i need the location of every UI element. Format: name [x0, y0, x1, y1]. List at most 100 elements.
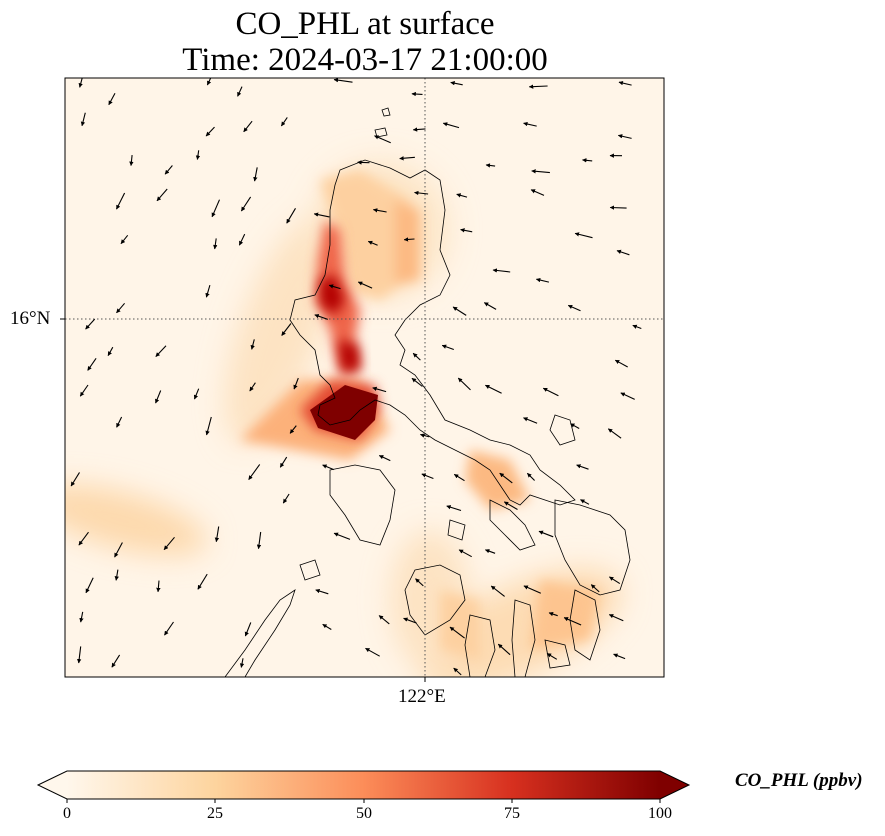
- wind-arrow: [279, 456, 288, 468]
- wind-arrow: [616, 249, 630, 256]
- wind-arrow: [453, 473, 465, 482]
- map-title-line1: CO_PHL at surface: [235, 6, 495, 42]
- wind-arrow: [546, 653, 558, 660]
- wind-arrow: [213, 238, 218, 250]
- wind-arrow: [85, 318, 96, 330]
- wind-arrow: [414, 190, 429, 196]
- wind-arrow: [378, 615, 390, 625]
- wind-arrow: [399, 156, 415, 161]
- wind-arrow: [249, 382, 256, 392]
- wind-arrow: [76, 646, 82, 664]
- wind-arrow: [421, 473, 434, 480]
- wind-arrow: [563, 617, 582, 626]
- coastline-batanes: [381, 107, 391, 117]
- wind-arrow: [497, 643, 511, 656]
- wind-arrow: [129, 155, 134, 167]
- wind-arrow: [282, 493, 290, 504]
- wind-arrow: [214, 526, 220, 543]
- wind-arrow: [485, 384, 502, 394]
- wind-arrow: [503, 501, 518, 510]
- wind-arrow: [460, 228, 473, 233]
- wind-arrow: [403, 237, 415, 242]
- wind-arrow: [458, 549, 472, 558]
- wind-arrow: [286, 208, 296, 224]
- wind-arrow: [618, 80, 632, 86]
- wind-arrow: [293, 377, 299, 390]
- wind-arrow: [111, 654, 121, 668]
- wind-arrow: [378, 455, 391, 462]
- wind-arrow: [114, 542, 123, 558]
- wind-arrow: [333, 78, 353, 83]
- coastline-babuyan: [374, 127, 388, 138]
- wind-arrow: [238, 233, 246, 246]
- wind-arrow: [483, 302, 497, 310]
- wind-arrow: [450, 81, 463, 86]
- coastline-calamian: [299, 559, 321, 581]
- wind-arrow: [155, 345, 167, 357]
- wind-arrow: [367, 240, 378, 246]
- wind-arrow: [531, 169, 550, 174]
- wind-arrow: [446, 505, 462, 512]
- wind-arrow: [449, 626, 465, 639]
- wind-arrow: [205, 284, 211, 298]
- wind-arrow: [281, 323, 292, 336]
- colorbar-tick-75: 75: [504, 805, 520, 822]
- wind-arrow: [570, 423, 580, 429]
- wind-arrow: [85, 577, 94, 594]
- wind-arrow: [415, 578, 424, 587]
- wind-arrow: [155, 390, 162, 404]
- wind-arrow: [164, 165, 173, 175]
- wind-arrow: [315, 588, 329, 595]
- wind-arrow: [314, 314, 328, 320]
- wind-arrow: [357, 281, 373, 289]
- wind-arrow: [114, 569, 119, 581]
- wind-arrow: [205, 126, 215, 137]
- wind-arrow: [253, 167, 258, 182]
- wind-arrow: [78, 78, 83, 88]
- wind-arrow: [107, 346, 114, 356]
- wind-arrow: [237, 86, 243, 97]
- wind-arrow: [411, 377, 423, 387]
- wind-arrow: [608, 614, 624, 622]
- wind-arrow: [156, 580, 161, 593]
- map-title-line2: Time: 2024-03-17 21:00:00: [182, 42, 548, 78]
- wind-arrow: [289, 425, 297, 434]
- colorbar-tick-25: 25: [207, 805, 223, 822]
- wind-arrow: [240, 196, 252, 212]
- wind-arrow: [239, 658, 245, 668]
- wind-arrow: [538, 530, 554, 538]
- plume-mid: [240, 170, 600, 660]
- wind-arrow: [365, 647, 380, 657]
- co-concentration-field: [65, 160, 622, 677]
- wind-arrow: [490, 585, 505, 597]
- wind-arrow: [441, 344, 454, 351]
- wind-arrow: [419, 433, 430, 438]
- wind-arrow: [248, 464, 261, 480]
- wind-arrow: [322, 464, 335, 471]
- wind-arrow: [456, 193, 468, 198]
- wind-arrow: [70, 472, 80, 487]
- wind-arrow: [87, 357, 97, 371]
- wind-arrow: [250, 339, 255, 350]
- wind-arrow: [523, 417, 538, 424]
- colorbar-tick-100: 100: [648, 805, 672, 822]
- coastline-bohol: [544, 639, 571, 669]
- wind-arrow: [530, 189, 545, 196]
- wind-arrow: [195, 150, 201, 160]
- wind-arrow: [164, 621, 174, 636]
- wind-arrow: [120, 234, 129, 245]
- wind-arrow: [243, 120, 253, 133]
- lat-tick-label: 16°N: [10, 308, 51, 329]
- wind-arrow: [580, 499, 590, 505]
- wind-arrow: [632, 324, 642, 330]
- coastline-samar: [554, 499, 631, 596]
- wind-arrow: [256, 531, 262, 550]
- wind-arrow: [80, 112, 86, 127]
- wind-arrow: [403, 617, 417, 624]
- wind-arrow: [193, 388, 200, 400]
- wind-arrow: [499, 472, 513, 484]
- lon-tick-label: 122°E: [398, 686, 446, 707]
- wind-arrow: [163, 536, 175, 551]
- coastline-palawan: [224, 589, 296, 677]
